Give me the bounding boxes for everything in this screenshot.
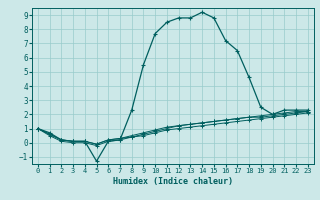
X-axis label: Humidex (Indice chaleur): Humidex (Indice chaleur) [113, 177, 233, 186]
